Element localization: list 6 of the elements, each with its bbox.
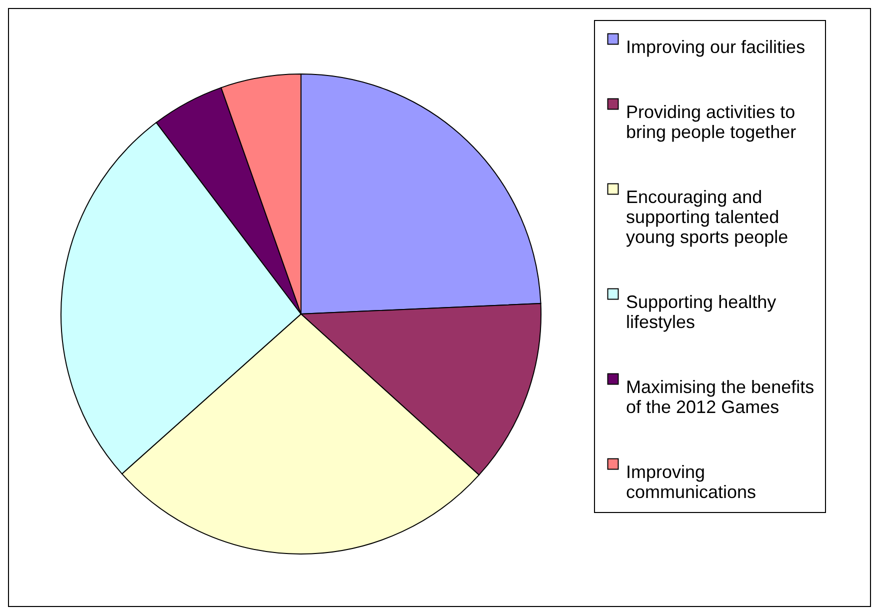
legend-label: Improving communications xyxy=(626,462,756,502)
legend-label: Maximising the benefits of the 2012 Games xyxy=(626,377,814,417)
legend-label: Encouraging and supporting talented young sports people xyxy=(626,187,788,247)
legend-label: Providing activities to bring people together xyxy=(626,102,796,142)
legend-label: Supporting healthy lifestyles xyxy=(626,292,776,332)
legend-label: Improving our facilities xyxy=(626,37,806,57)
